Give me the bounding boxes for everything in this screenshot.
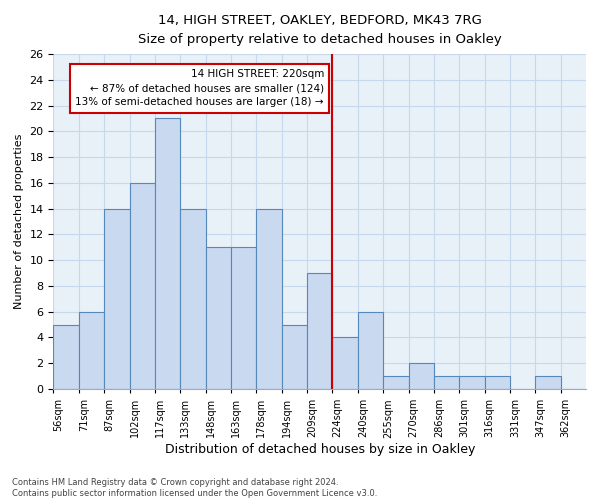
Bar: [79, 312, 104, 389]
Bar: [434, 376, 459, 389]
Bar: [155, 118, 180, 389]
Bar: [485, 376, 510, 389]
Bar: [53, 324, 79, 389]
Bar: [459, 376, 485, 389]
Bar: [231, 248, 256, 389]
Bar: [282, 324, 307, 389]
Bar: [409, 364, 434, 389]
Bar: [383, 376, 409, 389]
Title: 14, HIGH STREET, OAKLEY, BEDFORD, MK43 7RG
Size of property relative to detached: 14, HIGH STREET, OAKLEY, BEDFORD, MK43 7…: [138, 14, 502, 46]
Bar: [180, 208, 206, 389]
Text: 14 HIGH STREET: 220sqm
← 87% of detached houses are smaller (124)
13% of semi-de: 14 HIGH STREET: 220sqm ← 87% of detached…: [76, 70, 324, 108]
X-axis label: Distribution of detached houses by size in Oakley: Distribution of detached houses by size …: [164, 443, 475, 456]
Bar: [535, 376, 561, 389]
Bar: [104, 208, 130, 389]
Bar: [332, 338, 358, 389]
Bar: [256, 208, 282, 389]
Bar: [307, 273, 332, 389]
Text: Contains HM Land Registry data © Crown copyright and database right 2024.
Contai: Contains HM Land Registry data © Crown c…: [12, 478, 377, 498]
Y-axis label: Number of detached properties: Number of detached properties: [14, 134, 24, 309]
Bar: [358, 312, 383, 389]
Bar: [206, 248, 231, 389]
Bar: [130, 183, 155, 389]
